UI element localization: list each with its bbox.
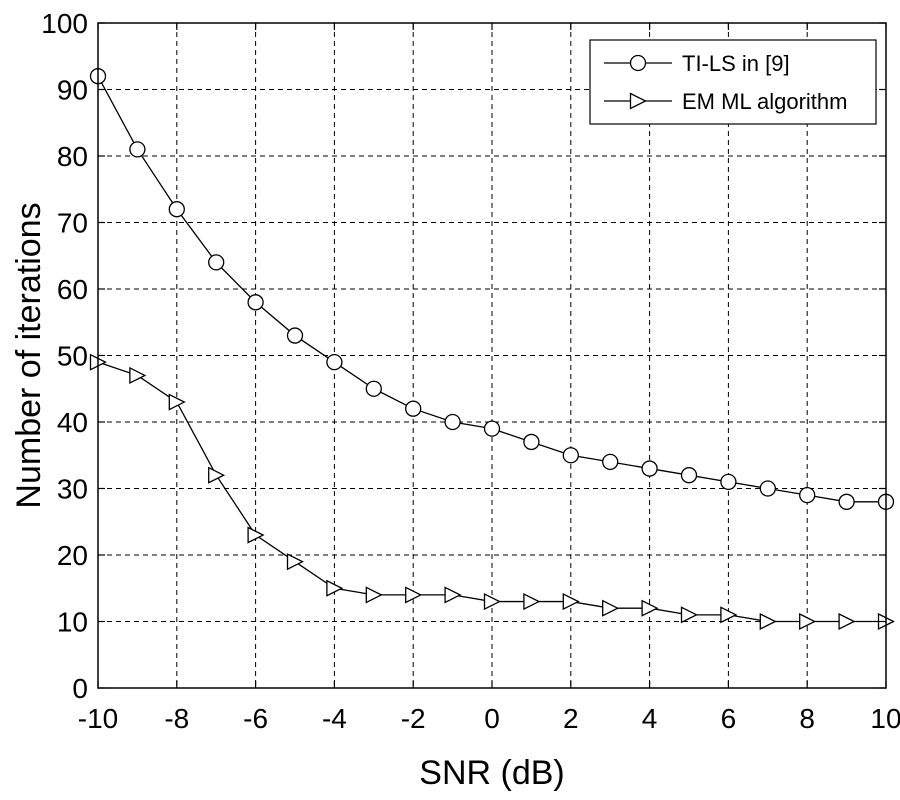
- data-point: [326, 579, 344, 597]
- data-point: [720, 473, 737, 491]
- legend-marker: [629, 92, 647, 110]
- legend-item: TI-LS in [9]: [604, 51, 790, 76]
- data-point: [799, 486, 816, 504]
- x-tick-label: 10: [870, 703, 900, 734]
- data-point: [523, 592, 541, 611]
- data-point: [365, 586, 383, 604]
- data-point: [562, 447, 579, 464]
- y-tick-label: 70: [57, 208, 88, 239]
- x-tick-label: -10: [78, 703, 118, 734]
- grid: [98, 23, 886, 688]
- legend-marker: [629, 54, 647, 72]
- data-point: [483, 420, 501, 437]
- data-point: [799, 612, 817, 631]
- data-point: [523, 433, 540, 451]
- y-tick-label: 30: [57, 474, 88, 505]
- data-point: [168, 393, 186, 411]
- data-point: [129, 141, 146, 158]
- data-point: [602, 453, 619, 471]
- x-tick-label: -2: [401, 703, 426, 734]
- legend: TI-LS in [9] EM ML algorithm: [589, 39, 877, 125]
- data-point: [759, 480, 776, 497]
- x-axis-title: SNR (dB): [419, 754, 564, 792]
- y-tick-label: 0: [72, 673, 88, 704]
- x-tick-label: 4: [642, 703, 658, 734]
- y-tick-label: 80: [57, 141, 88, 172]
- y-tick-label: 60: [57, 274, 88, 305]
- x-tick-label: -8: [164, 703, 189, 734]
- x-tick-label: 2: [563, 703, 579, 734]
- data-point: [444, 413, 461, 431]
- data-point: [405, 586, 423, 604]
- data-point: [680, 467, 698, 484]
- legend-box: [589, 39, 877, 125]
- data-point: [641, 460, 658, 477]
- data-point: [680, 606, 698, 624]
- data-point: [838, 493, 855, 510]
- data-point: [483, 592, 501, 611]
- series-1: [89, 68, 895, 510]
- y-tick-label: 90: [57, 75, 88, 106]
- data-point: [562, 592, 580, 611]
- data-point: [247, 526, 265, 544]
- data-point: [286, 553, 304, 571]
- data-point: [444, 586, 462, 604]
- y-tick-label: 10: [57, 607, 88, 638]
- data-point: [326, 353, 343, 371]
- data-point: [602, 599, 620, 617]
- data-point: [838, 612, 856, 631]
- data-point: [365, 380, 382, 397]
- data-point: [168, 201, 185, 218]
- data-point: [759, 612, 777, 631]
- legend-label: TI-LS in [9]: [682, 51, 790, 76]
- series-layer: [89, 68, 895, 631]
- data-point: [286, 327, 304, 344]
- x-tick-label: -6: [243, 703, 268, 734]
- x-tick-label: 8: [799, 703, 815, 734]
- data-point: [405, 400, 422, 417]
- data-point: [247, 294, 264, 311]
- data-point: [208, 466, 226, 484]
- legend-item: EM ML algorithm: [604, 89, 847, 114]
- data-point: [208, 254, 225, 271]
- x-tick-label: -4: [322, 703, 347, 734]
- data-point: [720, 606, 738, 624]
- data-point: [641, 599, 659, 617]
- y-tick-label: 40: [57, 407, 88, 438]
- x-tick-label: 0: [484, 703, 500, 734]
- data-point: [129, 366, 147, 385]
- legend-label: EM ML algorithm: [682, 89, 847, 114]
- y-axis-title: Number of iterations: [10, 202, 48, 508]
- x-tick-label: 6: [721, 703, 737, 734]
- y-tick-label: 100: [41, 8, 88, 39]
- y-tick-label: 50: [57, 341, 88, 372]
- y-tick-label: 20: [57, 540, 88, 571]
